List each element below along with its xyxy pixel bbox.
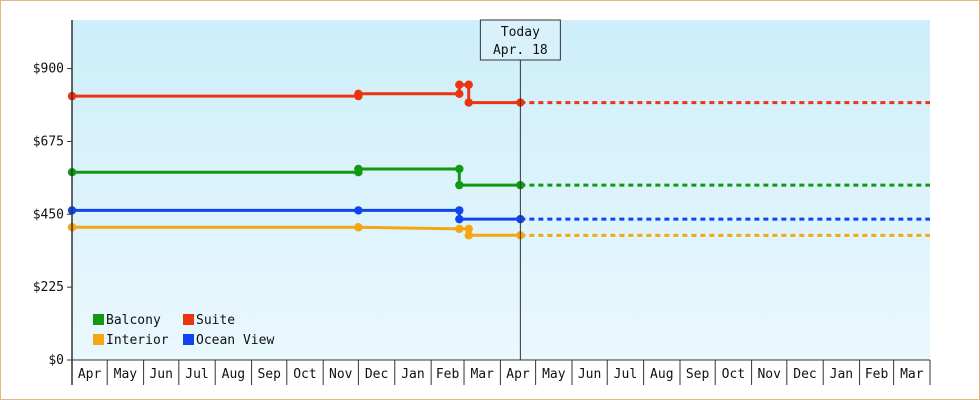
today-date: Apr. 18 bbox=[493, 43, 548, 58]
y-tick-label: $900 bbox=[33, 62, 64, 77]
y-tick-label: $225 bbox=[33, 280, 64, 295]
series-point bbox=[455, 80, 464, 89]
month-label: Feb bbox=[865, 367, 889, 382]
series-point bbox=[464, 224, 473, 234]
month-label: Jun bbox=[149, 367, 172, 382]
month-label: Apr bbox=[78, 367, 102, 382]
month-label: Oct bbox=[722, 367, 745, 382]
series-ocean-view bbox=[67, 206, 930, 224]
series-point bbox=[455, 206, 464, 215]
today-marker: Today Apr. 18 bbox=[479, 19, 561, 360]
series-line bbox=[72, 225, 521, 237]
legend-label: Balcony bbox=[106, 313, 161, 328]
today-box bbox=[479, 19, 561, 61]
month-label: Jan bbox=[830, 367, 853, 382]
month-label: Jul bbox=[614, 367, 637, 382]
today-title: Today bbox=[501, 25, 540, 40]
legend-label: Interior bbox=[106, 333, 169, 348]
month-label: Feb bbox=[436, 367, 460, 382]
month-label: Nov bbox=[329, 367, 353, 382]
series-point bbox=[455, 89, 464, 99]
series-point bbox=[354, 206, 363, 215]
month-label: Aug bbox=[650, 367, 673, 382]
series-line bbox=[72, 167, 521, 187]
month-label: Apr bbox=[506, 367, 530, 382]
series-point bbox=[455, 180, 464, 190]
month-label: Jul bbox=[185, 367, 208, 382]
month-label: Jan bbox=[401, 367, 424, 382]
axes-layer: $0 $225 $450 $675 $900 Apr May Jun Jul Aug Sep Oct N… bbox=[33, 20, 931, 385]
legend-swatch bbox=[93, 334, 104, 345]
series-point bbox=[354, 164, 363, 174]
month-label: Dec bbox=[365, 367, 388, 382]
month-label: Mar bbox=[470, 367, 494, 382]
month-label: Mar bbox=[900, 367, 924, 382]
series-point bbox=[455, 224, 464, 234]
series-point bbox=[455, 164, 464, 174]
month-label: Dec bbox=[793, 367, 816, 382]
legend: Balcony Suite Interior Ocean View bbox=[93, 313, 274, 348]
month-label: Oct bbox=[293, 367, 316, 382]
legend-swatch bbox=[183, 314, 194, 325]
series-point bbox=[354, 223, 363, 232]
month-label: Nov bbox=[757, 367, 781, 382]
legend-swatch bbox=[183, 334, 194, 345]
month-label: Jun bbox=[578, 367, 601, 382]
month-label: May bbox=[114, 367, 138, 382]
month-label: May bbox=[542, 367, 566, 382]
legend-label: Suite bbox=[196, 313, 235, 328]
series-suite bbox=[67, 80, 930, 107]
series-layer bbox=[67, 80, 930, 240]
month-label: Sep bbox=[257, 367, 281, 382]
y-tick-label: $0 bbox=[48, 353, 64, 368]
series-point bbox=[464, 98, 473, 107]
y-tick-label: $675 bbox=[33, 134, 64, 149]
series-point bbox=[464, 80, 473, 89]
plot-background bbox=[72, 20, 930, 360]
month-label: Sep bbox=[686, 367, 710, 382]
legend-swatch bbox=[93, 314, 104, 325]
legend-label: Ocean View bbox=[196, 333, 274, 348]
month-label: Aug bbox=[222, 367, 245, 382]
series-point bbox=[455, 214, 464, 224]
series-point bbox=[464, 231, 473, 240]
y-tick-label: $450 bbox=[33, 207, 64, 222]
series-point bbox=[354, 89, 363, 99]
